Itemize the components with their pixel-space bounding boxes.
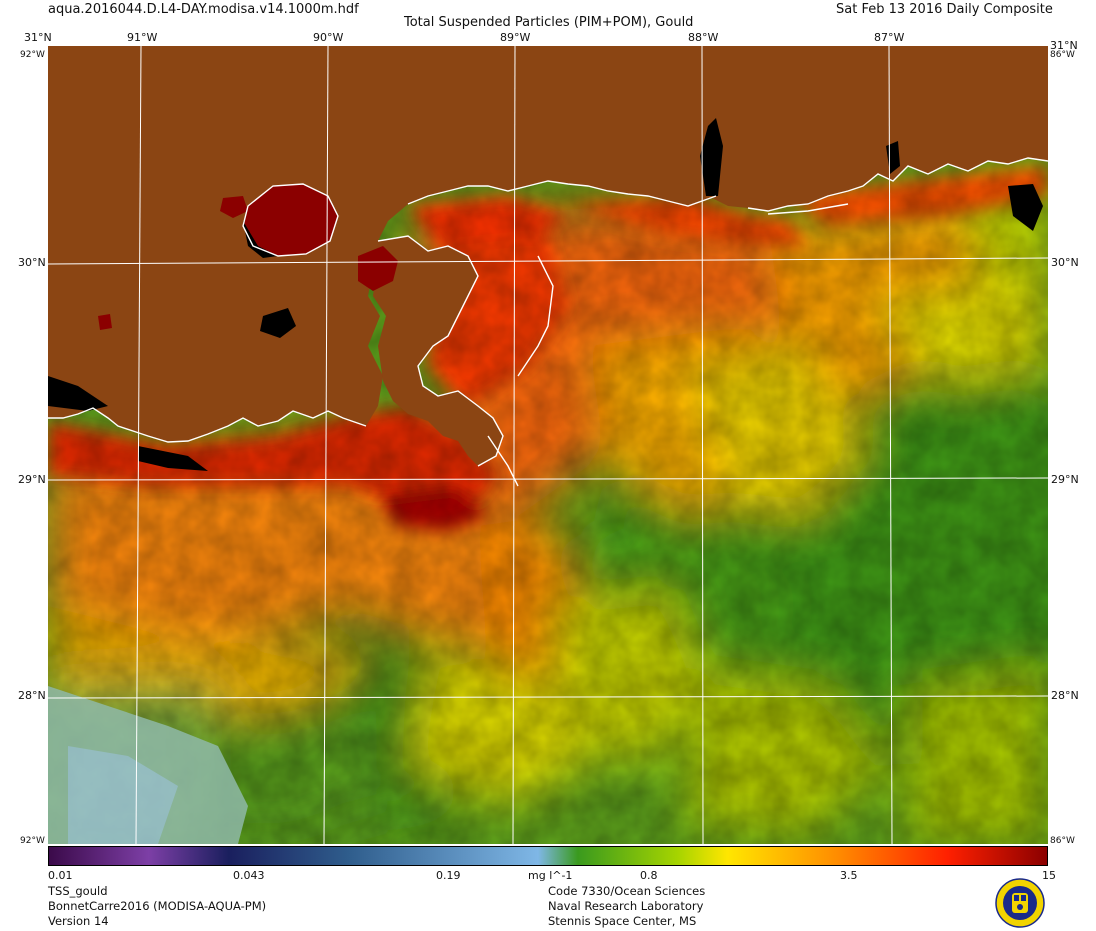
- product-code: TSS_gould: [48, 884, 108, 898]
- colorbar-tick: 0.043: [233, 869, 265, 882]
- corner-label-top-left: 31°N: [24, 31, 52, 44]
- corner-lon-label: 86°W: [1050, 836, 1075, 846]
- map-canvas: [48, 46, 1048, 844]
- product-title: Total Suspended Particles (PIM+POM), Gou…: [404, 15, 694, 30]
- corner-label-top-right: 31°N: [1050, 39, 1078, 52]
- corner-lon-label: 92°W: [20, 836, 45, 846]
- low-concentration-patch: [48, 686, 248, 844]
- lon-tick-label: 89°W: [500, 31, 531, 44]
- colorbar-tick: 3.5: [840, 869, 858, 882]
- colorbar-gradient: [49, 847, 1047, 865]
- corner-lon-label: 86°W: [1050, 50, 1075, 60]
- colorbar-tick: 0.19: [436, 869, 461, 882]
- colorbar-tick: 15: [1042, 869, 1056, 882]
- corner-lon-label: 92°W: [20, 50, 45, 60]
- lat-tick-label-left: 28°N: [18, 689, 46, 702]
- lat-tick-label-right: 30°N: [1051, 256, 1079, 269]
- lon-tick-label: 91°W: [127, 31, 158, 44]
- org-location: Stennis Space Center, MS: [548, 914, 697, 928]
- graticule: [48, 46, 1048, 844]
- org-name: Naval Research Laboratory: [548, 899, 704, 913]
- date-label: Sat Feb 13 2016 Daily Composite: [836, 2, 1053, 17]
- file-name: aqua.2016044.D.L4-DAY.modisa.v14.1000m.h…: [48, 2, 359, 17]
- colorbar-units: mg l^-1: [528, 869, 573, 882]
- algorithm-name: BonnetCarre2016 (MODISA-AQUA-PM): [48, 899, 267, 913]
- lon-tick-label: 90°W: [313, 31, 344, 44]
- lat-tick-label-left: 29°N: [18, 473, 46, 486]
- land-mass: [48, 46, 1048, 442]
- lat-tick-label-right: 29°N: [1051, 473, 1079, 486]
- tss-satellite-map: [48, 46, 1048, 844]
- lat-tick-label-left: 30°N: [18, 256, 46, 269]
- lon-tick-label: 88°W: [688, 31, 719, 44]
- footer-right: Code 7330/Ocean Sciences Naval Research …: [548, 884, 705, 929]
- footer-left: TSS_gould BonnetCarre2016 (MODISA-AQUA-P…: [48, 884, 266, 929]
- colorbar-tick: 0.8: [640, 869, 658, 882]
- lon-tick-label: 87°W: [874, 31, 905, 44]
- lakes: [48, 118, 1043, 471]
- version-label: Version 14: [48, 914, 109, 928]
- naval-research-laboratory-seal-icon: [995, 878, 1045, 928]
- org-code: Code 7330/Ocean Sciences: [548, 884, 706, 898]
- colorbar: [48, 846, 1048, 866]
- colorbar-tick: 0.01: [48, 869, 73, 882]
- lat-tick-label-right: 28°N: [1051, 689, 1079, 702]
- mississippi-delta: [373, 236, 503, 466]
